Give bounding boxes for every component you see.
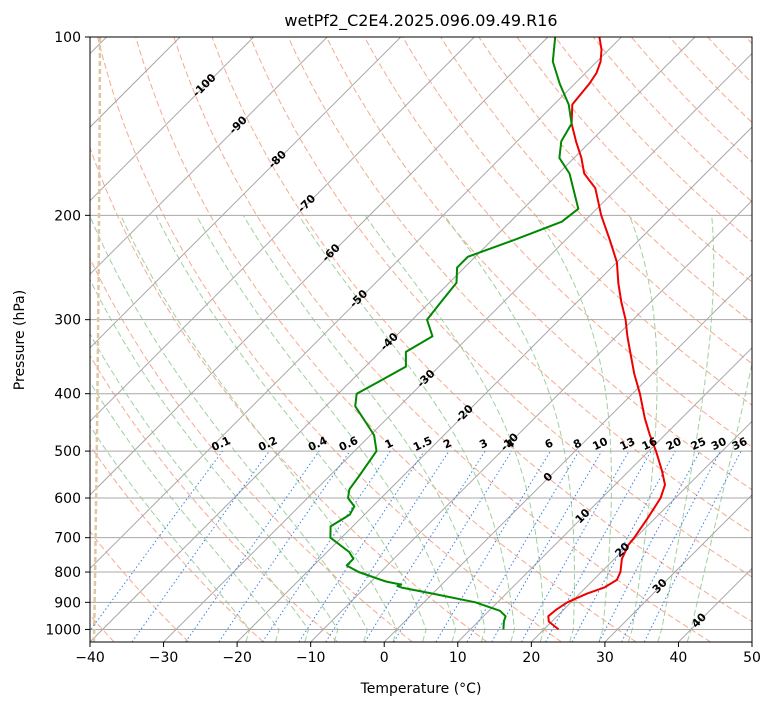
x-tick-label: 50 <box>743 650 761 666</box>
mixing-ratio-line <box>90 450 223 632</box>
mixing-ratio-line <box>521 450 630 642</box>
dry-adiabat <box>592 37 752 203</box>
isotherm <box>90 37 549 496</box>
moist-adiabat <box>155 215 427 642</box>
mixing-ratio-line <box>393 450 513 642</box>
dry-adiabat <box>554 37 752 243</box>
dry-adiabat <box>249 37 752 578</box>
reference-curve <box>92 37 102 642</box>
dry-adiabat <box>287 37 752 534</box>
mixing-ratio-line <box>435 450 551 642</box>
mixing-ratio-label: 25 <box>689 435 708 453</box>
y-tick-label: 900 <box>54 595 81 611</box>
isotherm <box>90 37 696 642</box>
isotherm <box>604 494 752 642</box>
moist-adiabat <box>364 215 545 642</box>
x-tick-label: 10 <box>449 650 467 666</box>
dry-adiabat <box>631 37 752 163</box>
x-tick-label: 20 <box>522 650 540 666</box>
mixing-ratio-line <box>545 450 652 642</box>
mixing-ratio-line <box>218 450 351 642</box>
moist-adiabat <box>627 215 658 642</box>
moist-adiabat <box>443 215 575 642</box>
moist-adiabat <box>90 215 368 642</box>
temperature-line <box>547 37 666 631</box>
x-tick-label: −30 <box>149 650 179 666</box>
y-tick-label: 400 <box>54 387 81 403</box>
isotherm <box>90 37 475 423</box>
x-tick-label: 40 <box>670 650 688 666</box>
moist-adiabat <box>90 278 339 642</box>
mixing-ratio-label: 30 <box>709 435 729 453</box>
y-tick-label: 800 <box>54 565 81 581</box>
x-tick-label: 0 <box>380 650 389 666</box>
dry-adiabat <box>90 530 189 642</box>
x-tick-label: 30 <box>596 650 614 666</box>
x-axis-ticks: −40 −30 −20 −10 0 10 20 30 40 50 <box>75 642 761 666</box>
moist-adiabat <box>90 332 310 642</box>
y-tick-label: 600 <box>54 491 81 507</box>
mixing-ratio-line <box>571 450 676 642</box>
y-tick-label: 200 <box>54 208 81 224</box>
mixing-ratio-label: 16 <box>640 435 660 453</box>
y-tick-label: 300 <box>54 313 81 329</box>
mixing-ratio-line <box>131 450 270 642</box>
mixing-ratio-label: 36 <box>730 435 750 453</box>
y-axis-label: Pressure (hPa) <box>12 290 28 390</box>
dry-adiabat <box>364 37 752 448</box>
isotherm <box>383 273 752 642</box>
background-lines <box>90 37 752 642</box>
dewpoint-line <box>329 37 580 630</box>
x-axis-label: Temperature (°C) <box>360 681 482 697</box>
x-tick-label: −10 <box>296 650 326 666</box>
isotherm <box>90 37 255 202</box>
mixing-ratio-line <box>466 450 580 642</box>
moist-adiabat <box>195 215 457 642</box>
moist-adiabat <box>90 425 251 642</box>
dry-adiabat <box>90 354 339 642</box>
chart-title: wetPf2_C2E4.2025.096.09.49.R16 <box>284 11 557 31</box>
dry-adiabat <box>135 37 637 642</box>
mixing-ratio-label: 13 <box>618 435 637 453</box>
series-layer <box>329 37 666 631</box>
dry-adiabat <box>325 37 752 491</box>
isotherm <box>90 37 622 570</box>
dry-adiabat <box>97 37 562 642</box>
isotherm <box>90 37 402 349</box>
moist-adiabat <box>657 215 715 642</box>
moist-adiabat <box>120 215 398 642</box>
y-tick-label: 100 <box>54 30 81 46</box>
moist-adiabat <box>535 215 612 642</box>
mixing-ratio-label: 10 <box>590 435 610 453</box>
mixing-ratio-line <box>185 450 320 642</box>
y-axis-ticks: 1000 900 800 700 600 500 400 300 200 100 <box>45 30 90 638</box>
mixing-ratio-line <box>325 450 450 642</box>
plot-frame <box>89 36 753 643</box>
mixing-ratio-label: 20 <box>664 435 684 453</box>
isotherm <box>457 347 752 642</box>
y-tick-label: 700 <box>54 531 81 547</box>
plot-area <box>90 37 752 642</box>
isotherm <box>236 126 752 642</box>
moist-adiabat <box>686 361 752 642</box>
isotherm <box>90 37 328 275</box>
y-tick-label: 1000 <box>45 622 81 638</box>
dry-adiabat <box>402 37 752 406</box>
y-tick-label: 500 <box>54 444 81 460</box>
moist-adiabat <box>90 381 280 642</box>
dry-adiabat <box>173 37 711 642</box>
x-tick-label: −20 <box>222 650 252 666</box>
mixing-ratio-line <box>491 450 603 642</box>
dry-adiabat <box>516 37 752 283</box>
dry-adiabat <box>478 37 752 324</box>
dry-adiabat <box>440 37 752 365</box>
isotherm <box>163 52 752 642</box>
x-tick-label: −40 <box>75 650 105 666</box>
moist-adiabat <box>242 215 486 642</box>
mixing-ratio-line <box>364 450 486 642</box>
isotherm <box>310 199 752 642</box>
